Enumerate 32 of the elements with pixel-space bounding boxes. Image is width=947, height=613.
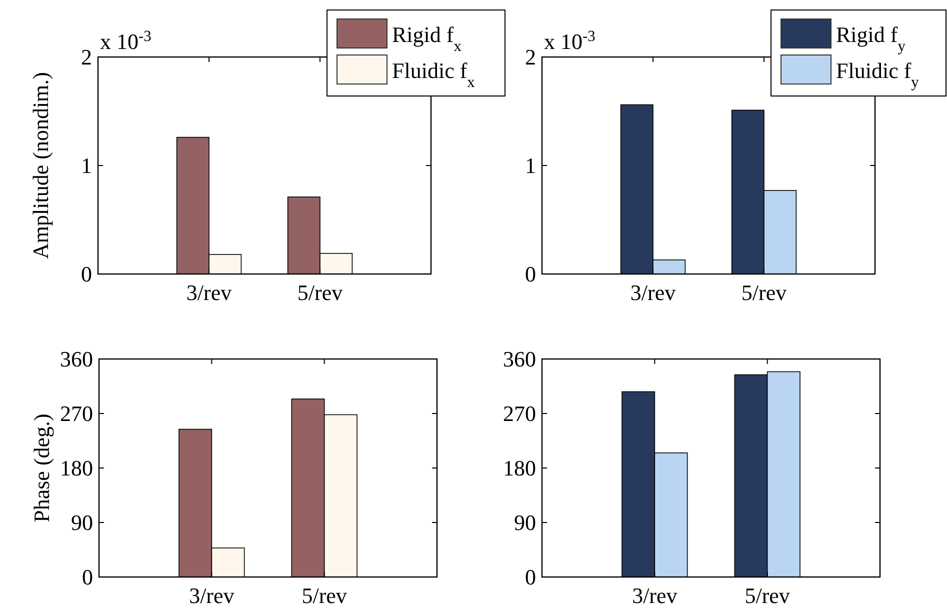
y-tick-label: 0 <box>525 564 536 590</box>
y-tick-label: 90 <box>71 510 93 536</box>
y-tick-label: 180 <box>60 456 93 481</box>
text: x 10$^{-3}$ <box>100 28 152 54</box>
y-tick-label: 0 <box>525 262 536 287</box>
y-tick-label: 270 <box>60 401 93 426</box>
legend-label: Fluidic f$_{y}$ <box>836 58 920 90</box>
y-tick-label: 2 <box>525 44 536 70</box>
x-tick-label: 5/rev <box>741 280 787 305</box>
legend-label: Rigid f$_{y}$ <box>836 22 906 54</box>
x-tick-label: 5/rev <box>297 280 343 305</box>
text: x 10$^{-3}$ <box>544 28 596 54</box>
legend-label: Fluidic f$_{x}$ <box>392 58 476 90</box>
legend-label: Rigid f$_{x}$ <box>392 22 462 54</box>
y-tick-label: 1 <box>81 153 92 178</box>
y-tick-label: 0 <box>81 262 92 287</box>
y-tick-label: 1 <box>525 153 536 178</box>
y-tick-label: 2 <box>81 44 92 70</box>
x-tick-label: 3/rev <box>189 583 234 608</box>
x-tick-label: 3/rev <box>630 280 676 305</box>
x-tick-label: 5/rev <box>744 583 790 608</box>
x-tick-label: 3/rev <box>632 583 678 608</box>
y-tick-label: 90 <box>514 510 536 536</box>
x-tick-label: 5/rev <box>302 583 347 608</box>
y-tick-label: 360 <box>60 346 93 372</box>
y-tick-label: 270 <box>503 401 536 426</box>
y-axis-title: Phase (deg.) <box>29 414 54 522</box>
y-tick-label: 360 <box>503 346 536 372</box>
y-axis-title: Amplitude (nondim.) <box>28 72 53 259</box>
x-tick-label: 3/rev <box>186 280 232 305</box>
y-tick-label: 0 <box>82 564 93 590</box>
y-tick-label: 180 <box>503 456 536 481</box>
